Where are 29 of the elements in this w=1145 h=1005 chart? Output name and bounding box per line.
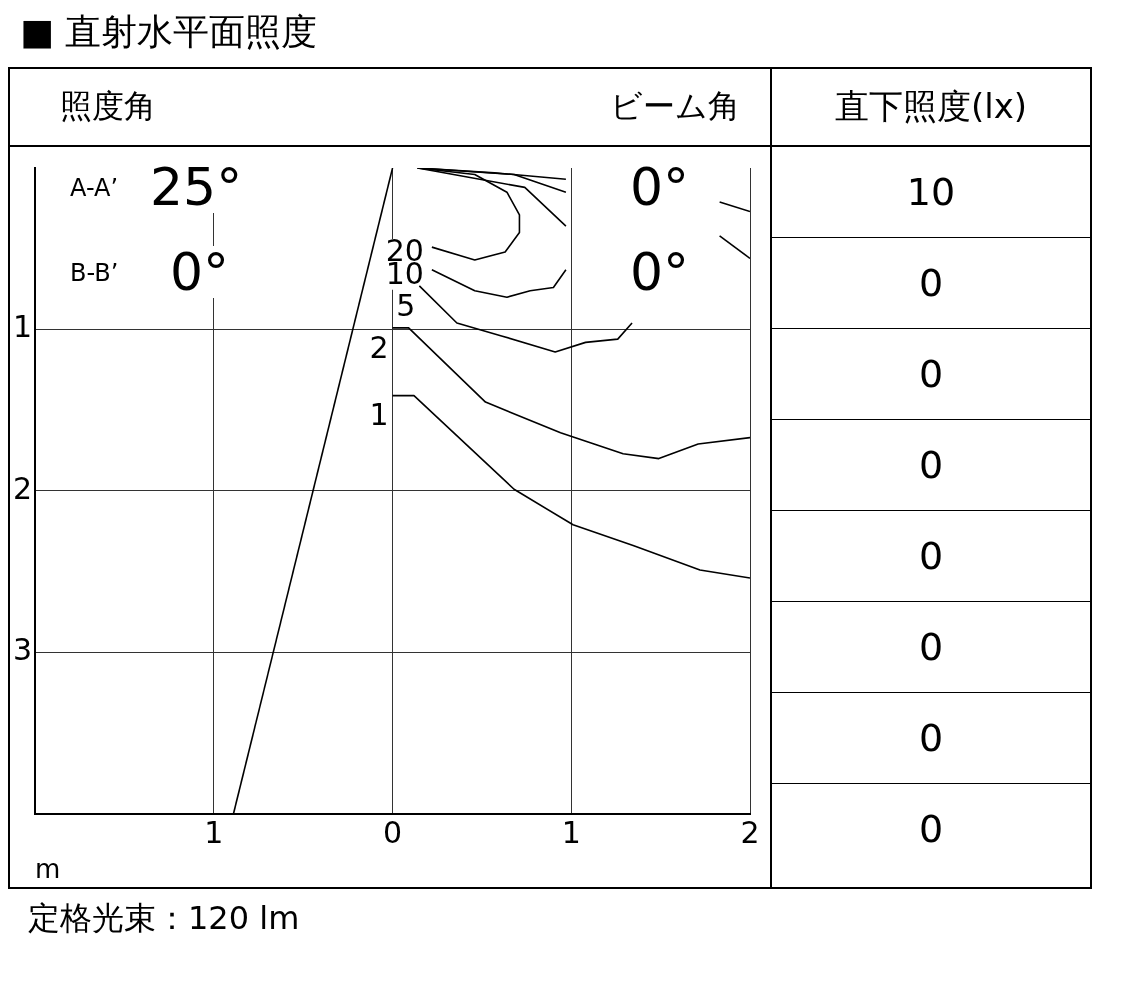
chart-title: ■ 直射水平面照度 xyxy=(20,10,319,54)
text: 10 xyxy=(772,147,1090,238)
series-label: 1 xyxy=(369,397,389,433)
text: 0 xyxy=(772,511,1090,602)
text: 照度角 xyxy=(60,86,156,127)
text: 0 xyxy=(772,238,1090,329)
x-axis-title: m xyxy=(35,854,61,885)
y-tick-label: 1 xyxy=(12,309,33,345)
text: 直下照度(lx) xyxy=(772,69,1090,147)
annotation: B-B’ xyxy=(70,259,119,287)
annotation: 0° xyxy=(170,242,230,302)
annotation: 0° xyxy=(630,157,690,217)
y-tick-label: 2 xyxy=(12,470,33,506)
annotation: 0° xyxy=(630,242,690,302)
text: 0 xyxy=(772,693,1090,784)
text: 0 xyxy=(772,329,1090,420)
series-label: 5 xyxy=(396,287,416,323)
text: 0 xyxy=(772,602,1090,693)
y-tick-label: 3 xyxy=(12,632,33,668)
annotation: 25° xyxy=(150,157,243,217)
text: ビーム角 xyxy=(610,86,740,127)
x-tick-label: 1 xyxy=(204,814,224,850)
text: 0 xyxy=(772,420,1090,511)
text: 定格光束：120 lm xyxy=(28,898,301,939)
x-tick-label: 0 xyxy=(383,814,403,850)
series-label: 2 xyxy=(369,329,389,365)
x-tick-label: 1 xyxy=(561,814,581,850)
annotation: A-A’ xyxy=(70,174,119,202)
x-tick-label: 2 xyxy=(740,814,760,850)
